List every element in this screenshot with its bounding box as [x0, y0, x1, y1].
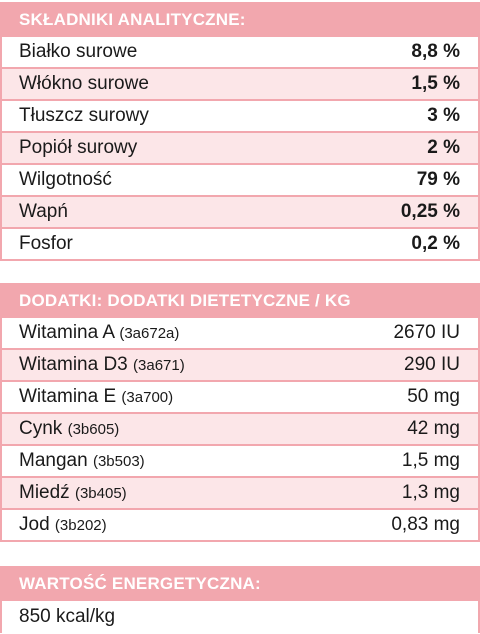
row-value: 2670 IU: [393, 322, 460, 343]
additive-name: Witamina E: [19, 386, 117, 407]
analytical-header: SKŁADNIKI ANALITYCZNE:: [19, 10, 246, 29]
row-value: 0,2 %: [411, 233, 460, 254]
row-value: 3 %: [427, 105, 460, 126]
energy-value: 850 kcal/kg: [19, 606, 116, 627]
table-row: Witamina E (3a700) 50 mg: [2, 382, 478, 412]
table-row: 850 kcal/kg: [2, 601, 478, 633]
additive-code: (3a671): [133, 357, 185, 374]
row-label: Popiół surowy: [19, 137, 138, 158]
additive-code: (3a700): [121, 389, 174, 406]
row-value: 0,25 %: [400, 201, 460, 222]
energy-header: WARTOŚĆ ENERGETYCZNA:: [19, 574, 261, 593]
row-value: 79 %: [416, 169, 460, 190]
additive-name: Mangan: [19, 450, 88, 471]
additive-code: (3b202): [54, 517, 107, 534]
row-value: 0,83 mg: [391, 514, 460, 535]
row-label: Miedź (3b405): [19, 482, 127, 504]
table-row: Wilgotność 79 %: [2, 165, 478, 195]
additive-code: (3b605): [67, 421, 120, 438]
row-label: Jod (3b202): [19, 514, 107, 536]
table-row: Tłuszcz surowy 3 %: [2, 101, 478, 131]
analytical-table: SKŁADNIKI ANALITYCZNE: Białko surowe 8,8…: [0, 2, 480, 261]
additive-name: Witamina D3: [19, 354, 128, 375]
row-value: 42 mg: [407, 418, 460, 439]
table-row: Miedź (3b405) 1,3 mg: [2, 478, 478, 508]
additive-code: (3b405): [74, 485, 127, 502]
row-value: 1,5 %: [411, 73, 460, 94]
table-row: Cynk (3b605) 42 mg: [2, 414, 478, 444]
additive-name: Jod: [19, 514, 50, 535]
additive-name: Miedź: [19, 482, 70, 503]
table-row: Wapń 0,25 %: [2, 197, 478, 227]
table-row: Włókno surowe 1,5 %: [2, 69, 478, 99]
additive-name: Cynk: [19, 418, 63, 439]
row-value: 1,5 mg: [401, 450, 460, 471]
additive-code: (3a672a): [119, 325, 180, 342]
row-value: 50 mg: [407, 386, 460, 407]
row-label: Witamina D3 (3a671): [19, 354, 185, 376]
additives-header: DODATKI: DODATKI DIETETYCZNE / KG: [19, 291, 351, 310]
row-label: Witamina E (3a700): [19, 386, 173, 408]
table-row: Mangan (3b503) 1,5 mg: [2, 446, 478, 476]
row-label: Mangan (3b503): [19, 450, 145, 472]
row-value: 290 IU: [404, 354, 460, 375]
table-row: Witamina D3 (3a671) 290 IU: [2, 350, 478, 380]
additives-table: DODATKI: DODATKI DIETETYCZNE / KG Witami…: [0, 283, 480, 542]
table-row: Popiół surowy 2 %: [2, 133, 478, 163]
row-label: Białko surowe: [19, 41, 138, 62]
table-row: Witamina A (3a672a) 2670 IU: [2, 318, 478, 348]
additive-name: Witamina A: [19, 322, 115, 343]
table-row: Fosfor 0,2 %: [2, 229, 478, 259]
energy-table: WARTOŚĆ ENERGETYCZNA: 850 kcal/kg: [0, 566, 480, 633]
row-label: Tłuszcz surowy: [19, 105, 149, 126]
row-label: Wilgotność: [19, 169, 112, 190]
row-value: 2 %: [427, 137, 460, 158]
row-value: 8,8 %: [411, 41, 460, 62]
additive-code: (3b503): [92, 453, 145, 470]
table-row: Jod (3b202) 0,83 mg: [2, 510, 478, 540]
table-row: Białko surowe 8,8 %: [2, 37, 478, 67]
row-label: Wapń: [19, 201, 68, 222]
row-label: Witamina A (3a672a): [19, 322, 179, 344]
row-label: Fosfor: [19, 233, 73, 254]
row-value: 1,3 mg: [401, 482, 460, 503]
row-label: Włókno surowe: [19, 73, 149, 94]
row-label: Cynk (3b605): [19, 418, 119, 440]
